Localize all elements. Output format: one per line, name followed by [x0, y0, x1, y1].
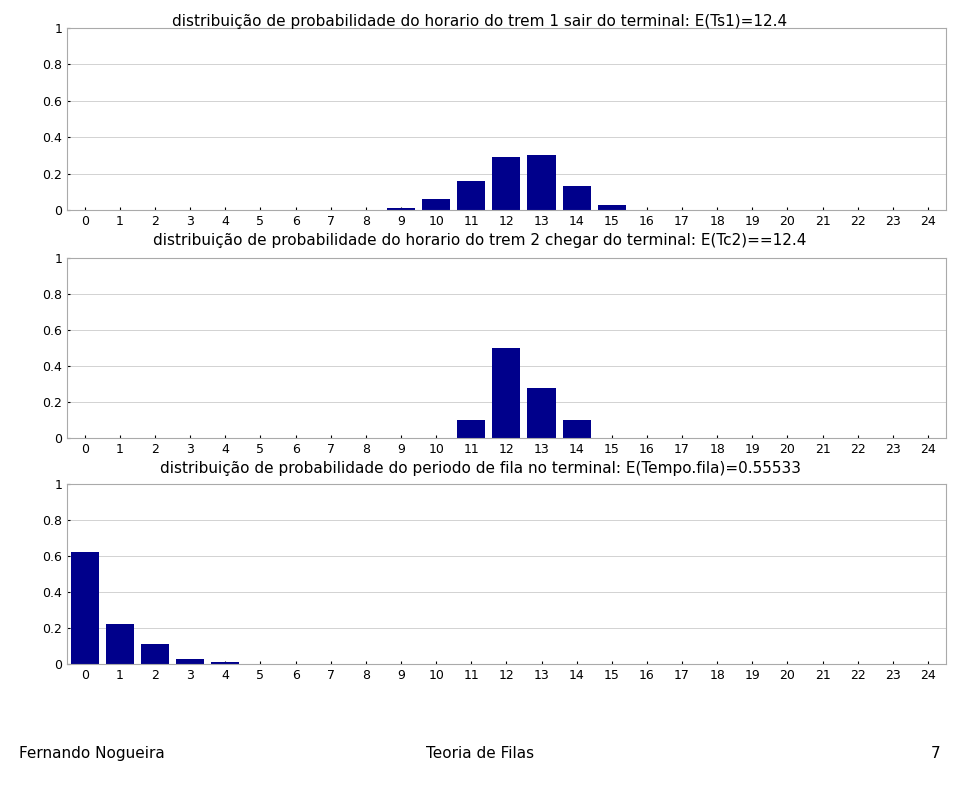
- Bar: [563, 187, 590, 210]
- Bar: [457, 420, 486, 438]
- Bar: [527, 388, 556, 438]
- Text: distribuição de probabilidade do horario do trem 2 chegar do terminal: E(Tc2)==1: distribuição de probabilidade do horario…: [154, 233, 806, 248]
- Bar: [598, 205, 626, 210]
- Bar: [422, 199, 450, 210]
- Bar: [211, 662, 239, 664]
- Bar: [457, 181, 486, 210]
- Bar: [492, 157, 520, 210]
- Text: distribuição de probabilidade do horario do trem 1 sair do terminal: E(Ts1)=12.4: distribuição de probabilidade do horario…: [173, 14, 787, 29]
- Bar: [141, 644, 169, 664]
- Bar: [492, 348, 520, 438]
- Bar: [106, 624, 134, 664]
- Bar: [563, 420, 590, 438]
- Bar: [176, 659, 204, 664]
- Text: Teoria de Filas: Teoria de Filas: [426, 746, 534, 761]
- Text: Fernando Nogueira: Fernando Nogueira: [19, 746, 165, 761]
- Bar: [527, 155, 556, 210]
- Text: 7: 7: [931, 746, 941, 761]
- Bar: [71, 552, 99, 664]
- Text: distribuição de probabilidade do periodo de fila no terminal: E(Tempo.fila)=0.55: distribuição de probabilidade do periodo…: [159, 460, 801, 475]
- Bar: [387, 208, 415, 210]
